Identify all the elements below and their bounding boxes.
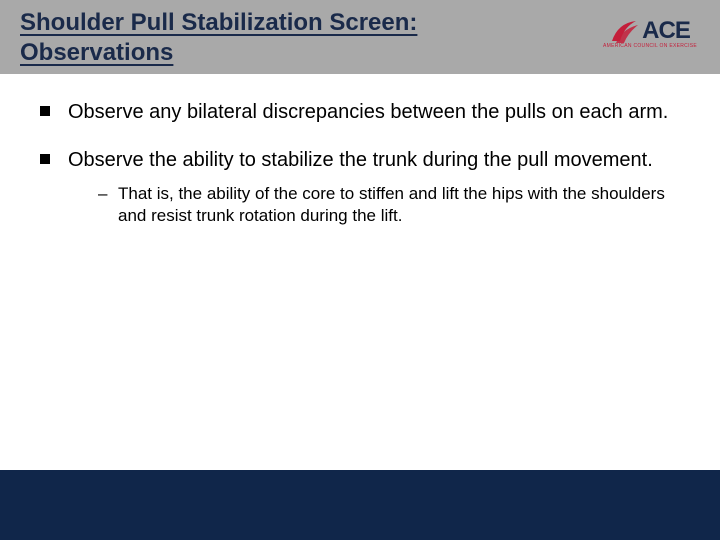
bullet-text: Observe any bilateral discrepancies betw…	[68, 101, 668, 123]
bullet-item: Observe any bilateral discrepancies betw…	[40, 99, 680, 125]
bullet-item: Observe the ability to stabilize the tru…	[40, 147, 680, 227]
header-bar: Shoulder Pull Stabilization Screen: Obse…	[0, 0, 720, 74]
logo-swoosh-icon	[610, 17, 640, 45]
sub-list: – That is, the ability of the core to st…	[68, 183, 680, 227]
sub-text: That is, the ability of the core to stif…	[118, 184, 665, 225]
ace-logo: ACE AMERICAN COUNCIL ON EXERCISE	[600, 8, 700, 58]
bullet-text: Observe the ability to stabilize the tru…	[68, 149, 653, 171]
content-area: Observe any bilateral discrepancies betw…	[0, 74, 720, 227]
sub-item: – That is, the ability of the core to st…	[68, 183, 680, 227]
bullet-list: Observe any bilateral discrepancies betw…	[40, 99, 680, 227]
logo-main: ACE	[610, 17, 690, 45]
footer-bar	[0, 470, 720, 540]
square-bullet-icon	[40, 154, 50, 164]
dash-bullet-icon: –	[98, 183, 107, 205]
logo-text: ACE	[642, 17, 690, 45]
slide-title: Shoulder Pull Stabilization Screen: Obse…	[20, 8, 540, 68]
square-bullet-icon	[40, 106, 50, 116]
